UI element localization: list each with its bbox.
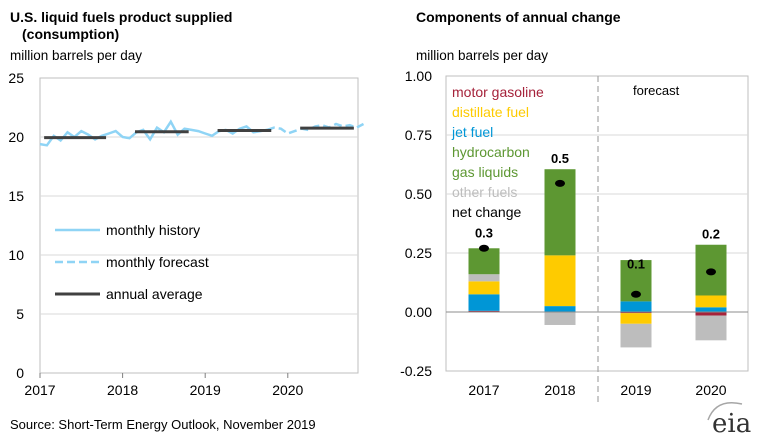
left-ytick-label: 0 xyxy=(16,365,24,381)
net-change-label: 0.2 xyxy=(702,227,720,242)
right-xtick-label: 2017 xyxy=(468,382,499,398)
bar-segment-other-fuels xyxy=(695,315,727,341)
right-ytick-label: 0.25 xyxy=(405,245,432,261)
left-ytick-label: 15 xyxy=(8,188,24,204)
right-chart-ylabel: million barrels per day xyxy=(416,48,548,63)
bar-segment-other-fuels xyxy=(544,312,576,325)
right-xtick-label: 2019 xyxy=(620,382,651,398)
left-plot-frame xyxy=(39,77,359,374)
bar-segment-distillate-fuel xyxy=(620,313,652,324)
bar-segment-motor-gasoline xyxy=(695,312,727,316)
net-change-marker xyxy=(555,179,565,187)
left-chart-title-line2: (consumption) xyxy=(22,26,119,42)
right-ytick-label: 0.75 xyxy=(405,127,432,143)
right-xtick-label: 2018 xyxy=(544,382,575,398)
source-note: Source: Short-Term Energy Outlook, Novem… xyxy=(10,417,316,432)
right-xtick-label: 2020 xyxy=(695,382,726,398)
eia-logo: eia xyxy=(712,409,751,439)
legend-label-annual: annual average xyxy=(106,286,203,302)
forecast-label: forecast xyxy=(633,83,680,98)
left-xtick-label: 2020 xyxy=(272,382,303,398)
right-plot-frame xyxy=(445,75,749,372)
left-ytick-label: 25 xyxy=(8,70,24,86)
legend-text-4: gas liquids xyxy=(452,164,518,180)
left-xtick-label: 2018 xyxy=(107,382,138,398)
monthly-forecast-line xyxy=(266,122,365,135)
right-ytick-label: 0.00 xyxy=(405,304,432,320)
bar-segment-distillate-fuel xyxy=(695,295,727,308)
legend-label-history: monthly history xyxy=(106,222,200,238)
right-chart-title: Components of annual change xyxy=(416,9,621,25)
bar-segment-other-fuels xyxy=(468,274,500,282)
net-change-marker xyxy=(631,290,641,298)
bar-segment-distillate-fuel xyxy=(544,255,576,307)
legend-text-0: motor gasoline xyxy=(452,84,544,100)
legend-text-1: distillate fuel xyxy=(452,104,529,120)
bar-segment-other-fuels xyxy=(620,323,652,348)
net-change-label: 0.1 xyxy=(627,256,645,271)
left-xtick-label: 2019 xyxy=(190,382,221,398)
left-chart-ylabel: million barrels per day xyxy=(10,48,142,63)
right-ytick-label: -0.25 xyxy=(400,363,432,379)
left-ytick-label: 5 xyxy=(16,306,24,322)
net-change-marker xyxy=(479,244,489,252)
bar-segment-jet-fuel xyxy=(620,301,652,312)
bar-segment-motor-gasoline xyxy=(468,310,500,312)
bar-segment-jet-fuel xyxy=(695,307,727,312)
left-xtick-label: 2017 xyxy=(24,382,55,398)
right-ytick-label: 0.50 xyxy=(405,186,432,202)
legend-text-3: hydrocarbon xyxy=(452,144,530,160)
bar-segment-jet-fuel xyxy=(544,306,576,312)
bar-segment-distillate-fuel xyxy=(468,281,500,295)
left-chart-title: U.S. liquid fuels product supplied xyxy=(10,9,232,25)
eia-logo-swoosh xyxy=(707,402,743,421)
left-ytick-label: 20 xyxy=(8,129,24,145)
net-change-label: 0.5 xyxy=(551,151,569,166)
monthly-history-line xyxy=(39,119,268,147)
bar-segment-jet-fuel xyxy=(468,294,500,311)
right-ytick-label: 1.00 xyxy=(405,68,432,84)
bar-segment-motor-gasoline xyxy=(620,312,652,314)
legend-text-2: jet fuel xyxy=(451,124,493,140)
net-change-marker xyxy=(706,268,716,276)
legend-text-5: other fuels xyxy=(452,184,517,200)
legend-text-6: net change xyxy=(452,204,521,220)
left-ytick-label: 10 xyxy=(8,247,24,263)
net-change-label: 0.3 xyxy=(475,226,493,241)
legend-label-forecast: monthly forecast xyxy=(106,254,209,270)
bar-segment-hydrocarbon-gas-liquids xyxy=(468,248,500,275)
